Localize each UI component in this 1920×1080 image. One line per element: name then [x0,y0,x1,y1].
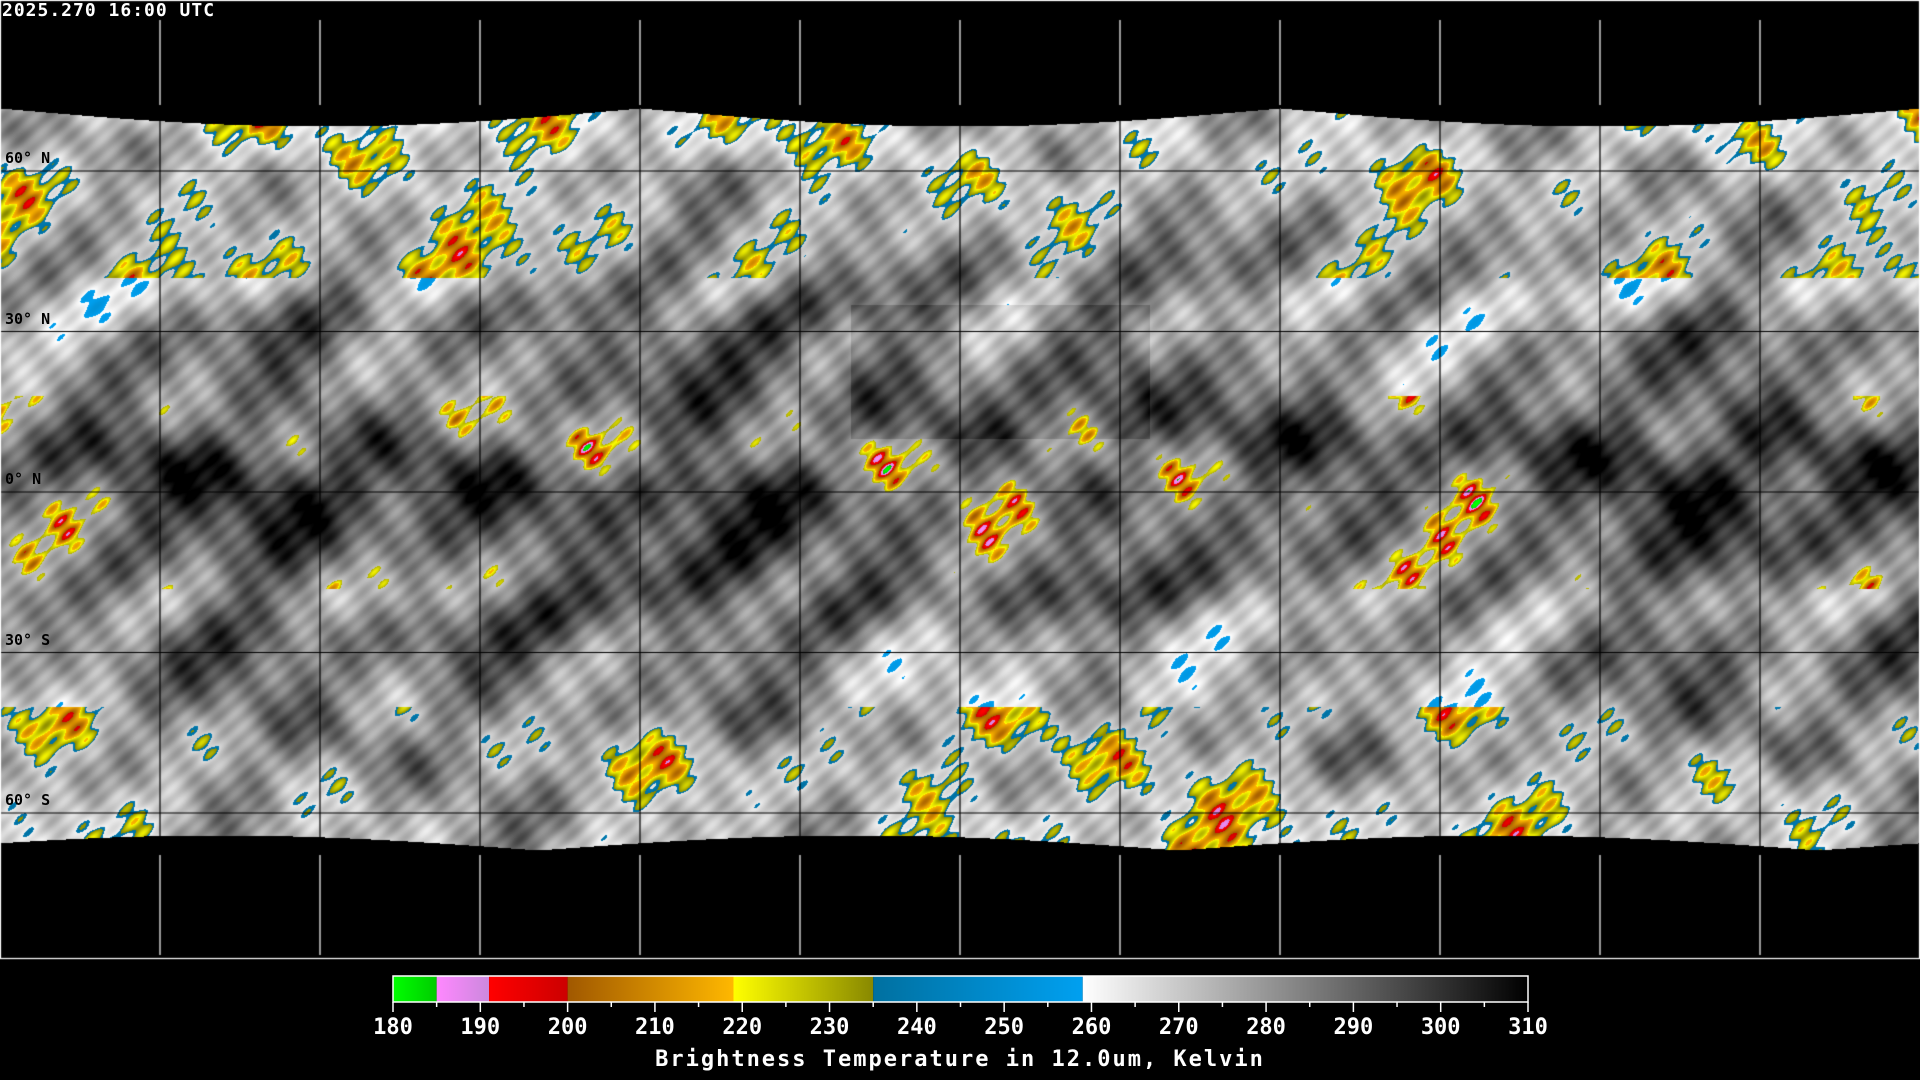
satellite-ir-map [0,0,1920,960]
colorbar-tick-label: 240 [896,1015,937,1040]
colorbar-tick-label: 230 [809,1015,850,1040]
lat-label: 0° N [5,470,42,488]
lat-label: 30° S [5,630,51,649]
lat-label: 60° S [5,791,51,809]
colorbar-title: Brightness Temperature in 12.0um, Kelvin [655,1047,1265,1072]
colorbar-tick-label: 190 [460,1015,501,1040]
colorbar-segment [393,976,437,1002]
colorbar-tick-label: 250 [984,1015,1025,1040]
colorbar-segment [489,976,568,1002]
lat-label: 60° N [5,149,51,167]
colorbar-tick-label: 200 [547,1015,588,1040]
colorbar-tick-label: 300 [1420,1015,1461,1040]
colorbar-segment [567,976,734,1002]
colorbar-tick-label: 260 [1071,1015,1112,1040]
colorbar-tick-label: 270 [1158,1015,1199,1040]
colorbar-tick-label: 220 [722,1015,763,1040]
colorbar-tick-label: 210 [635,1015,675,1040]
colorbar-segment [436,976,490,1002]
timestamp-title: 2025.270 16:00 UTC [2,0,216,21]
colorbar [392,975,1529,1012]
colorbar-tick-label: 310 [1508,1015,1548,1040]
lat-label: 30° N [5,309,51,328]
colorbar-tick-label: 280 [1246,1015,1286,1040]
colorbar-segment [1082,976,1528,1002]
colorbar-segment [873,976,1083,1002]
colorbar-tick-label: 290 [1333,1015,1374,1040]
colorbar-tick-label: 180 [373,1015,413,1040]
colorbar-segment [733,976,874,1002]
